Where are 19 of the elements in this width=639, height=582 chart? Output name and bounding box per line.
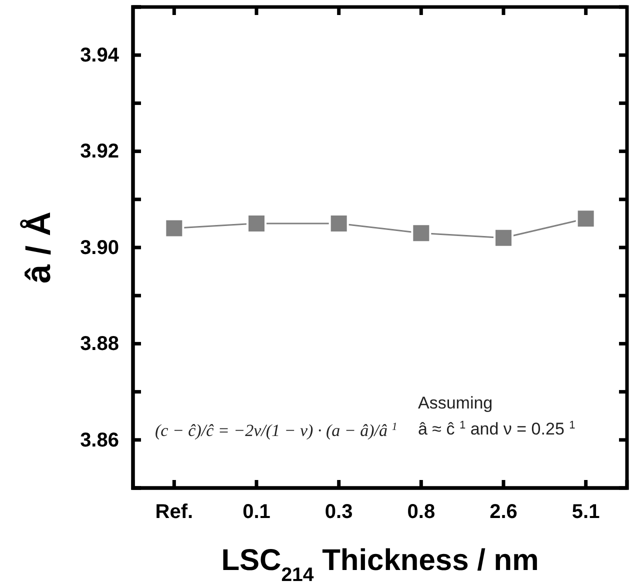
annotation: (c − ĉ)/ĉ = −2ν/(1 − ν) · (a − â)/â $^{1}$ (155, 420, 398, 440)
point (164, 218, 184, 238)
x-tick-label: 0.1 (242, 501, 270, 524)
annotation: Assuming â ≈ ĉ $^{1}$ and ν = 0.25 $^{1}$ (418, 394, 576, 439)
y-tick-label: 3.88 (80, 333, 119, 356)
y-tick-label: 3.92 (80, 140, 119, 163)
x-tick-label: 0.8 (407, 501, 436, 524)
point (576, 208, 596, 229)
point (494, 228, 514, 248)
x-tick-label: 5.1 (572, 501, 600, 524)
y-tick-label: 3.94 (80, 44, 120, 66)
x-axis-title: LSC$_{214}$ Thickness / nm (221, 544, 539, 582)
y-tick-label: 3.86 (80, 429, 119, 452)
x-tick-label: 2.6 (490, 501, 518, 524)
x-tick-label: Ref. (155, 501, 194, 524)
x-tick-label: 0.3 (324, 501, 353, 524)
point (411, 223, 432, 244)
y-tick-label: 3.90 (80, 236, 119, 259)
y-axis-title: â / Å (20, 212, 58, 284)
